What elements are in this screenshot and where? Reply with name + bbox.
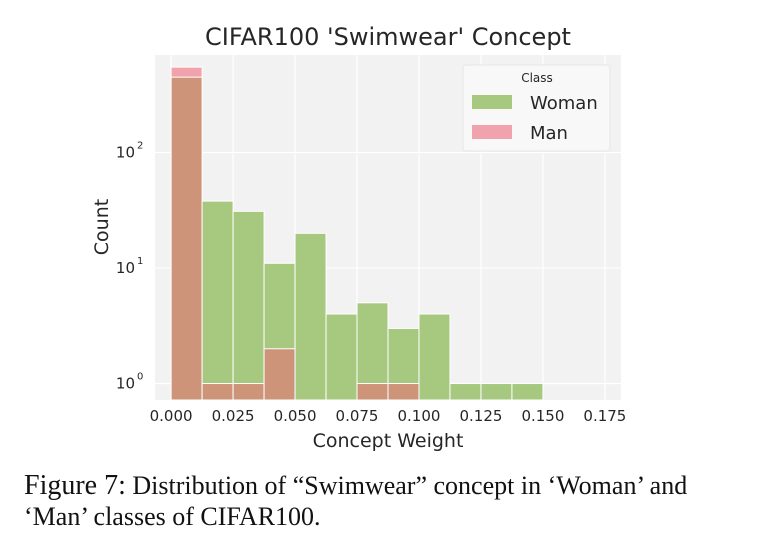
figure-caption: Figure 7: Distribution of “Swimwear” con…: [24, 470, 744, 532]
y-tick-label-1: 10: [116, 259, 135, 277]
bar-overlap-3: [263, 348, 296, 401]
legend-label-man: Man: [530, 123, 568, 144]
x-tick-label-7: 0.175: [583, 407, 626, 425]
y-tick-label-0: 10: [116, 375, 135, 393]
y-tick-label-2: 10: [116, 144, 135, 162]
bar-woman-1: [201, 200, 234, 401]
legend-swatch-woman: [472, 95, 512, 109]
x-tick-label-2: 0.050: [274, 407, 317, 425]
bars: [170, 66, 544, 401]
y-tick-exponent-0: 0: [137, 372, 143, 383]
caption-text: Distribution of “Swimwear” concept in ‘W…: [24, 471, 688, 531]
bar-woman-4: [294, 232, 327, 401]
x-ticks: 0.000 0.025 0.050 0.075 0.100 0.125 0.150 0.175: [150, 407, 627, 425]
bar-woman-2: [232, 210, 265, 401]
legend-swatch-man: [472, 125, 512, 139]
x-tick-label-1: 0.025: [212, 407, 255, 425]
bar-woman-5: [325, 313, 358, 401]
caption-label: Figure 7:: [24, 470, 126, 501]
bar-overlap-2: [232, 383, 265, 401]
bar-overlap-1: [201, 383, 234, 401]
legend-title: Class: [521, 71, 553, 85]
x-tick-label-6: 0.150: [521, 407, 564, 425]
legend-label-woman: Woman: [530, 93, 598, 114]
bar-woman-11: [511, 383, 544, 401]
x-tick-label-3: 0.075: [336, 407, 379, 425]
histogram-chart: 0.000 0.025 0.050 0.075 0.100 0.125 0.150 0.175…: [91, 23, 627, 452]
y-axis-label: Count: [91, 199, 113, 255]
bar-woman-9: [449, 383, 482, 401]
x-tick-label-5: 0.125: [459, 407, 502, 425]
bar-overlap-6: [356, 383, 389, 401]
bar-overlap-0: [170, 76, 203, 401]
x-tick-label-4: 0.100: [398, 407, 441, 425]
bar-woman-10: [480, 383, 513, 401]
x-axis-label: Concept Weight: [313, 430, 464, 452]
bar-overlap-7: [387, 383, 420, 401]
chart-title: CIFAR100 'Swimwear' Concept: [205, 23, 571, 51]
x-tick-label-0: 0.000: [150, 407, 193, 425]
y-tick-exponent-2: 2: [137, 141, 143, 152]
legend: Class Woman Man: [462, 64, 611, 152]
y-tick-exponent-1: 1: [137, 256, 143, 267]
bar-woman-8: [418, 313, 451, 401]
